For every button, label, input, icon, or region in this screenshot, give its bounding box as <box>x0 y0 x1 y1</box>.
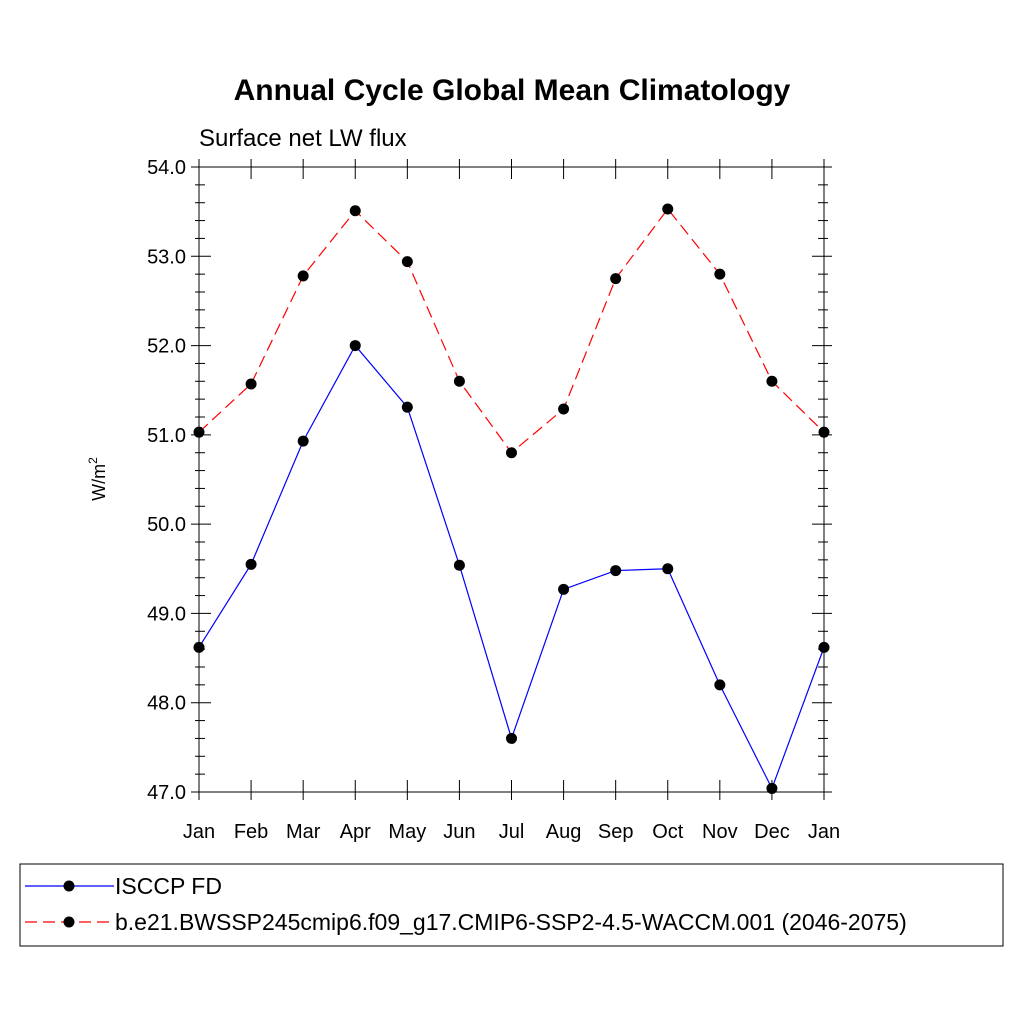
legend-marker-0 <box>63 880 75 892</box>
series-1-point <box>297 270 309 282</box>
chart-title: Annual Cycle Global Mean Climatology <box>234 74 791 107</box>
x-tick-label: Jul <box>499 821 525 843</box>
series-1-point <box>766 375 778 387</box>
series-1-point <box>453 375 465 387</box>
legend-box <box>19 863 1004 947</box>
axis-ticks <box>191 159 832 800</box>
series-0-point <box>349 340 361 352</box>
y-axis-label-superscript: 2 <box>86 457 100 464</box>
y-axis-label: W/m2 <box>86 457 109 501</box>
y-tick-label: 50.0 <box>147 514 186 536</box>
series-1-point <box>245 378 257 390</box>
legend-label-1: b.e21.BWSSP245cmip6.f09_g17.CMIP6-SSP2-4… <box>115 909 907 935</box>
chart-subtitle: Surface net LW flux <box>199 125 407 152</box>
y-tick-label: 54.0 <box>147 157 186 179</box>
series-0-point <box>662 563 674 575</box>
x-tick-label: Apr <box>340 821 371 843</box>
series-points <box>193 203 830 794</box>
series-lines <box>198 207 825 790</box>
series-0-point <box>766 782 778 794</box>
x-tick-label: Jan <box>183 821 215 843</box>
series-0-point <box>506 732 517 744</box>
series-1-point <box>506 447 517 459</box>
series-0-point <box>453 559 465 571</box>
y-tick-label: 53.0 <box>147 246 186 268</box>
x-tick-label: Feb <box>234 821 268 843</box>
y-tick-labels: 47.0 48.0 49.0 50.0 51.0 52.0 53.0 54.0 <box>147 157 186 804</box>
y-tick-label: 48.0 <box>147 693 186 715</box>
series-line-1 <box>198 207 825 454</box>
series-1-point <box>401 256 413 268</box>
series-0-point <box>610 565 622 577</box>
y-tick-label: 49.0 <box>147 603 186 625</box>
series-0-point <box>245 558 257 570</box>
series-1-point <box>714 268 726 280</box>
series-1-point <box>558 403 570 415</box>
x-tick-label: Oct <box>652 821 684 843</box>
x-tick-label: Sep <box>598 821 634 843</box>
series-1-point <box>349 205 361 217</box>
series-line-0 <box>198 344 825 790</box>
legend: ISCCP FD b.e21.BWSSP245cmip6.f09_g17.CMIP… <box>19 863 1004 947</box>
legend-label-0: ISCCP FD <box>115 873 222 899</box>
series-0-point <box>714 679 726 691</box>
x-tick-label: Dec <box>754 821 790 843</box>
plot-frame <box>198 166 825 793</box>
x-tick-label: Mar <box>286 821 321 843</box>
y-tick-label: 51.0 <box>147 425 186 447</box>
x-tick-label: May <box>388 821 426 843</box>
series-1-point <box>662 203 674 215</box>
x-tick-label: Jun <box>443 821 475 843</box>
series-0-point <box>401 401 413 413</box>
series-1-point <box>610 273 622 285</box>
y-tick-label: 52.0 <box>147 336 186 358</box>
legend-marker-1 <box>63 916 75 928</box>
y-tick-label: 47.0 <box>147 782 186 804</box>
x-tick-label: Aug <box>546 821 582 843</box>
series-0-point <box>558 583 570 595</box>
series-0-point <box>297 435 309 447</box>
y-axis-label-text: W/m <box>89 464 109 501</box>
x-tick-labels: Jan Feb Mar Apr May Jun Jul Aug Sep Oct Nov Dec Jan <box>183 821 840 843</box>
x-tick-label: Nov <box>702 821 738 843</box>
legend-items: ISCCP FD b.e21.BWSSP245cmip6.f09_g17.CMIP… <box>25 873 907 935</box>
x-tick-label: Jan <box>808 821 840 843</box>
